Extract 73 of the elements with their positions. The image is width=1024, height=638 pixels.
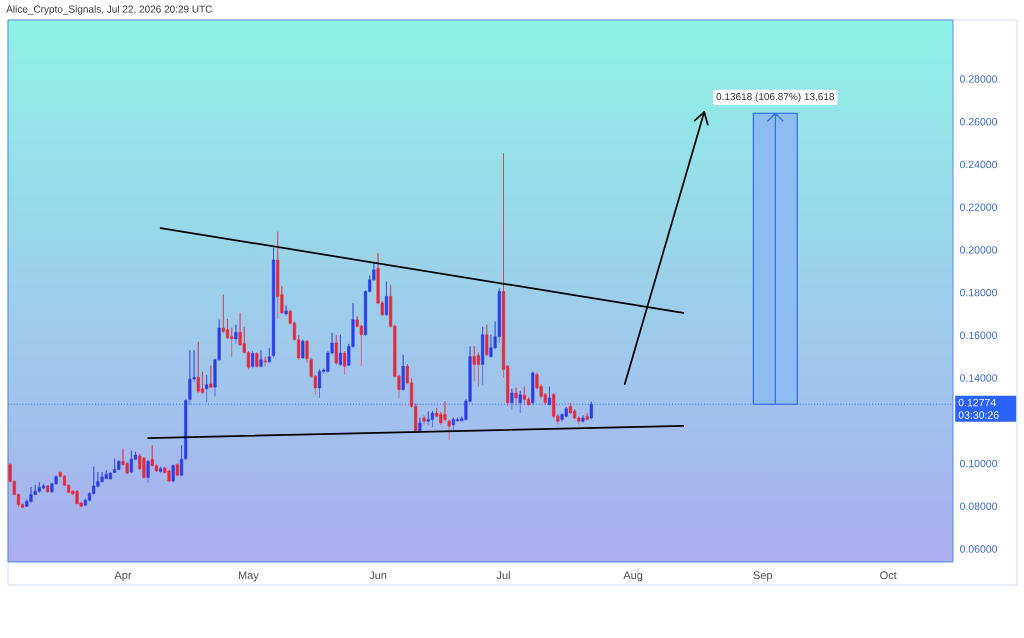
candlestick — [75, 489, 79, 505]
candlestick — [175, 463, 179, 477]
candlestick — [146, 460, 150, 483]
x-tick-label: Oct — [880, 571, 897, 580]
candlestick — [259, 349, 263, 368]
candlestick — [46, 484, 50, 494]
candlestick — [284, 305, 288, 317]
candlestick — [179, 445, 184, 477]
candlestick — [29, 486, 33, 504]
candlestick — [100, 471, 104, 484]
candlestick — [338, 334, 342, 367]
candlestick — [334, 335, 338, 366]
candlestick — [317, 369, 322, 399]
candlestick — [205, 374, 209, 403]
y-tick-label: 0.28000 — [959, 75, 998, 83]
candlestick — [104, 470, 108, 480]
y-tick-label: 0.26000 — [959, 117, 998, 126]
candlestick — [343, 351, 347, 375]
candlestick — [142, 456, 146, 480]
candlestick — [267, 347, 271, 364]
candlestick — [37, 482, 41, 494]
candlestick — [518, 390, 522, 414]
candlestick — [271, 247, 276, 359]
candlestick — [41, 483, 46, 490]
candlestick — [422, 415, 426, 426]
candlestick — [531, 371, 535, 406]
candlestick — [384, 281, 388, 317]
candlestick — [255, 352, 259, 369]
candlestick — [430, 410, 434, 428]
candlestick — [401, 354, 405, 392]
candlestick — [301, 339, 305, 360]
candlestick — [167, 469, 171, 483]
candlestick — [263, 356, 267, 367]
y-tick-label: 0.16000 — [959, 331, 998, 340]
chart-title: Alice_Crypto_Signals, Jul 22, 2026 20:29 UTC — [6, 5, 213, 15]
candlestick — [564, 406, 568, 418]
candlestick — [585, 413, 589, 422]
candlestick — [514, 387, 518, 407]
data-label: 0.13618 (106.87%) 13,618 — [716, 92, 835, 103]
candlestick — [481, 326, 485, 385]
candlestick — [581, 415, 585, 424]
candlestick — [485, 324, 489, 357]
candlestick — [522, 386, 526, 404]
x-tick-label: Aug — [623, 571, 643, 582]
y-tick-label: 0.24000 — [959, 160, 998, 169]
candlestick — [196, 341, 200, 394]
candlestick — [150, 445, 154, 468]
y-tick-label: 0.18000 — [959, 288, 998, 297]
candlestick — [159, 466, 163, 474]
y-tick-label: 0.10000 — [959, 459, 998, 468]
y-tick-label: 0.08000 — [959, 502, 998, 510]
candlestick — [209, 365, 213, 389]
candlestick — [171, 464, 175, 483]
x-tick-label: Sep — [753, 571, 773, 582]
candlestick — [276, 231, 280, 320]
candlestick — [426, 411, 430, 426]
y-tick-label: 0.20000 — [959, 246, 998, 254]
candlestick — [251, 351, 255, 369]
x-tick-label: Apr — [114, 571, 132, 582]
x-tick-label: Jun — [369, 571, 387, 580]
candlestick — [451, 417, 455, 432]
candlestick — [589, 401, 593, 421]
candlestick — [117, 460, 121, 471]
x-tick-label: Jul — [496, 571, 510, 580]
candlestick — [129, 450, 133, 474]
candlestick — [510, 388, 514, 410]
candlestick — [234, 324, 238, 345]
y-tick-label: 0.06000 — [959, 545, 998, 553]
ref-line-label: 0.12774 03:30:26 — [958, 398, 999, 419]
y-tick-label: 0.22000 — [959, 203, 998, 211]
y-tick-label: 0.14000 — [959, 374, 998, 382]
candlestick — [547, 386, 552, 407]
x-tick-label: May — [238, 571, 259, 582]
